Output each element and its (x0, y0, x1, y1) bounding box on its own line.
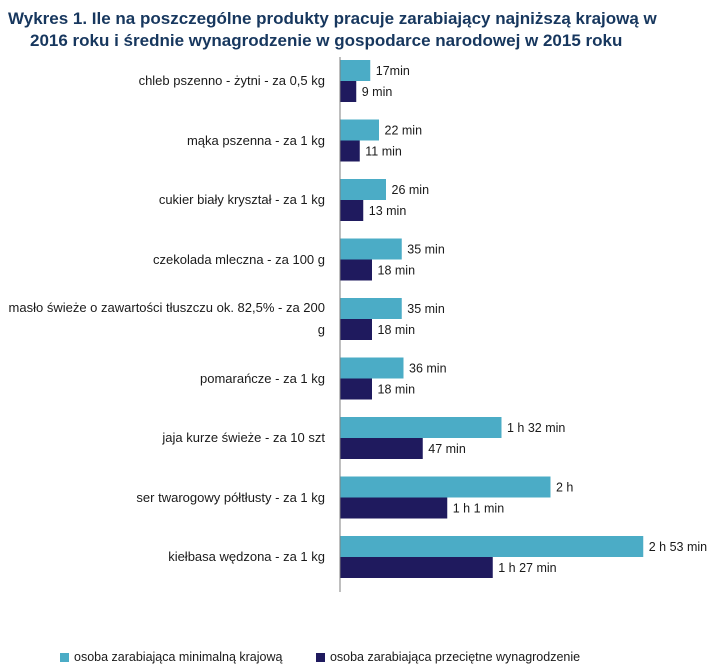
data-label-minimal-0: 17min (376, 64, 410, 78)
bar-minimal-6 (340, 417, 502, 438)
data-label-minimal-2: 26 min (392, 183, 430, 197)
data-label-average-2: 13 min (369, 204, 407, 218)
chart-title: Wykres 1. Ile na poszczególne produkty p… (8, 8, 708, 52)
legend-label-minimal: osoba zarabiająca minimalną krajową (74, 650, 283, 664)
data-label-minimal-8: 2 h 53 min (649, 540, 707, 554)
category-label: masło świeże o zawartości tłuszczu ok. 8… (8, 300, 325, 337)
data-label-average-4: 18 min (378, 323, 416, 337)
bar-minimal-7 (340, 476, 551, 498)
category-label: kiełbasa wędzona - za 1 kg (168, 549, 325, 564)
category-label: pomarańcze - za 1 kg (199, 370, 325, 386)
data-label-average-7: 1 h 1 min (453, 502, 504, 516)
data-label-average-5: 18 min (378, 383, 416, 397)
data-label-average-1: 11 min (365, 145, 402, 159)
legend-swatch-minimal (60, 652, 69, 662)
bar-minimal-4 (340, 298, 402, 319)
category-label: czekolada mleczna - za 100 g (153, 251, 325, 267)
data-label-minimal-4: 35 min (407, 302, 445, 316)
category-label: chleb pszenno - żytni - za 0,5 kg (138, 73, 325, 88)
legend-item-average: osoba zarabiająca przeciętne wynagrodzen… (315, 650, 581, 664)
bar-minimal-1 (340, 119, 379, 141)
bar-average-8 (340, 557, 493, 578)
category-label: jaja kurze świeże - za 10 szt (162, 430, 325, 445)
bar-minimal-3 (340, 238, 402, 260)
data-label-minimal-7: 2 h (556, 481, 573, 495)
bar-average-4 (340, 319, 372, 340)
bar-average-7 (340, 497, 448, 519)
bar-average-2 (340, 200, 364, 221)
legend: osoba zarabiająca minimalną krajową osob… (60, 650, 610, 665)
bar-minimal-0 (340, 60, 371, 81)
legend-item-minimal: osoba zarabiająca minimalną krajową (60, 650, 282, 664)
data-label-average-0: 9 min (362, 85, 393, 99)
legend-swatch-average (315, 652, 325, 662)
bar-average-3 (340, 259, 372, 281)
data-label-minimal-6: 1 h 32 min (507, 421, 565, 435)
data-label-average-3: 18 min (378, 264, 416, 278)
data-label-minimal-3: 35 min (407, 243, 445, 257)
data-label-minimal-5: 36 min (409, 362, 447, 376)
bar-average-0 (340, 81, 357, 102)
chart-title-line-2: 2016 roku i średnie wynagrodzenie w gosp… (30, 31, 623, 50)
bar-average-5 (340, 378, 372, 400)
bar-minimal-5 (340, 357, 404, 379)
category-label: mąka pszenna - za 1 kg (186, 132, 325, 148)
bar-minimal-8 (340, 536, 644, 557)
data-label-average-8: 1 h 27 min (498, 561, 556, 575)
category-label: ser twarogowy półtłusty - za 1 kg (136, 489, 325, 505)
data-label-minimal-1: 22 min (385, 124, 423, 138)
chart-title-line-1: Wykres 1. Ile na poszczególne produkty p… (8, 9, 657, 28)
bar-average-6 (340, 438, 423, 459)
legend-label-average: osoba zarabiająca przeciętne wynagrodzen… (329, 650, 581, 664)
category-label: cukier biały kryształ - za 1 kg (158, 192, 325, 207)
bar-minimal-2 (340, 179, 386, 200)
bar-average-1 (340, 140, 360, 162)
data-label-average-6: 47 min (428, 442, 466, 456)
